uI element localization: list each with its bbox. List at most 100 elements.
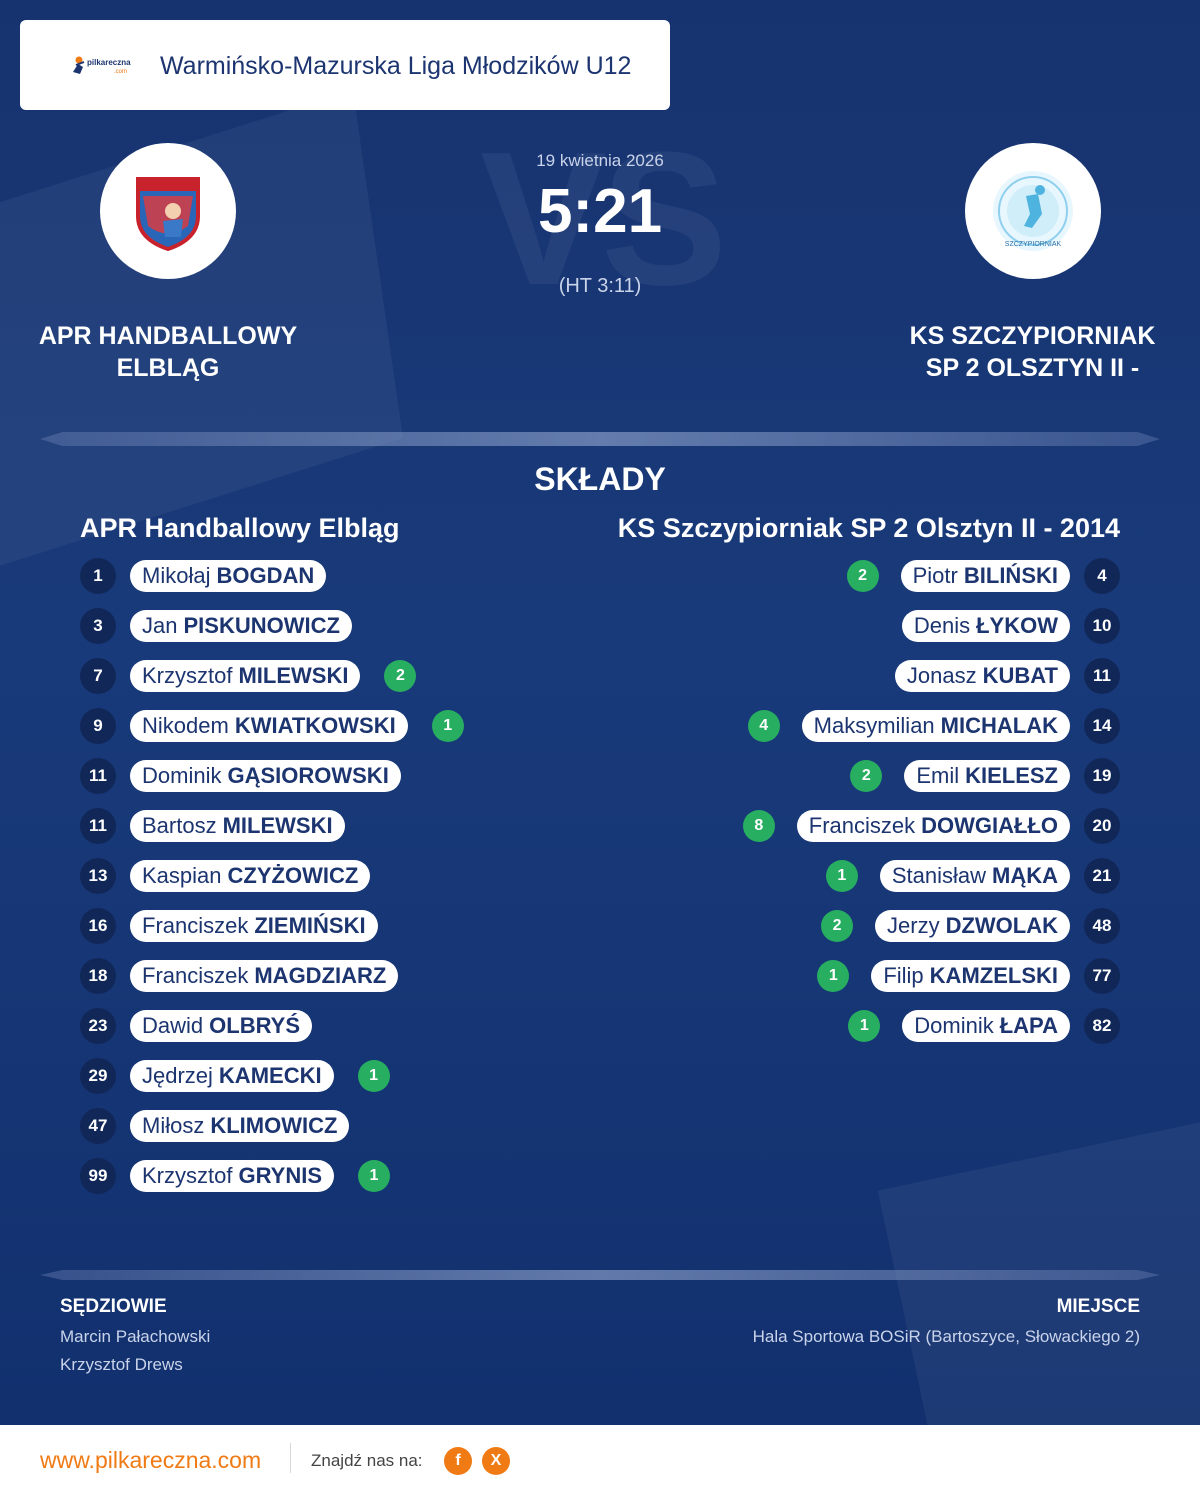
player-number: 48 <box>1084 908 1120 944</box>
x-icon[interactable]: X <box>482 1447 510 1475</box>
home-player-row: 18 Franciszek MAGDZIARZ <box>80 958 399 994</box>
league-title: Warmińsko-Mazurska Liga Młodzików U12 <box>160 52 632 80</box>
away-player-row: 20 Franciszek DOWGIAŁŁO 8 <box>742 808 1120 844</box>
home-player-row: 9 Nikodem KWIATKOWSKI 1 <box>80 708 464 744</box>
player-number: 77 <box>1084 958 1120 994</box>
player-name: Miłosz KLIMOWICZ <box>130 1110 350 1142</box>
home-lineup-title: APR Handballowy Elbląg <box>80 513 400 543</box>
player-first-name: Mikołaj <box>142 563 211 588</box>
home-player-row: 29 Jędrzej KAMECKI 1 <box>80 1058 390 1094</box>
player-last-name: KWIATKOWSKI <box>234 713 396 738</box>
player-first-name: Emil <box>916 763 960 788</box>
away-team-logo: SZCZYPIORNIAK <box>965 143 1101 279</box>
player-last-name: ŁYKOW <box>976 613 1058 638</box>
home-crest-icon <box>136 177 200 251</box>
facebook-icon[interactable]: f <box>444 1447 472 1475</box>
player-last-name: KAMZELSKI <box>929 963 1058 988</box>
player-number: 21 <box>1084 858 1120 894</box>
home-player-row: 13 Kaspian CZYŻOWICZ <box>80 858 371 894</box>
player-name: Filip KAMZELSKI <box>871 960 1070 992</box>
player-first-name: Denis <box>913 613 971 638</box>
player-last-name: DZWOLAK <box>945 913 1058 938</box>
player-last-name: KIELESZ <box>965 763 1058 788</box>
player-name: Krzysztof GRYNIS <box>130 1160 334 1192</box>
player-last-name: ZIEMIŃSKI <box>254 913 366 938</box>
home-team-logo <box>100 143 236 279</box>
player-name: Franciszek ZIEMIŃSKI <box>130 910 378 942</box>
player-first-name: Dominik <box>142 763 222 788</box>
svg-text:pilkareczna: pilkareczna <box>87 58 131 67</box>
away-team-name: KS SZCZYPIORNIAK SP 2 OLSZTYN II - <box>880 320 1185 384</box>
player-name: Denis ŁYKOW <box>901 610 1070 642</box>
player-name: Dominik ŁAPA <box>902 1010 1070 1042</box>
player-name: Jonasz KUBAT <box>894 660 1070 692</box>
divider <box>40 1270 1160 1280</box>
player-name: Dominik GĄSIOROWSKI <box>130 760 401 792</box>
away-player-row: 82 Dominik ŁAPA 1 <box>848 1008 1120 1044</box>
player-last-name: MAGDZIARZ <box>254 963 387 988</box>
home-player-row: 16 Franciszek ZIEMIŃSKI <box>80 908 378 944</box>
player-first-name: Jerzy <box>887 913 940 938</box>
away-team-name-line2: SP 2 OLSZTYN II - <box>925 354 1140 382</box>
home-player-row: 47 Miłosz KLIMOWICZ <box>80 1108 350 1144</box>
svg-text:.com: .com <box>114 69 127 75</box>
pilkareczna-logo: pilkareczna .com <box>73 56 131 75</box>
goals-badge: 1 <box>848 1010 881 1042</box>
player-name: Dawid OLBRYŚ <box>130 1010 312 1042</box>
player-last-name: OLBRYŚ <box>209 1013 300 1038</box>
player-name: Kaspian CZYŻOWICZ <box>130 860 371 892</box>
player-last-name: BOGDAN <box>216 563 315 588</box>
away-player-row: 14 Maksymilian MICHALAK 4 <box>747 708 1120 744</box>
halftime-score: (HT 3:11) <box>558 275 642 297</box>
player-first-name: Franciszek <box>808 813 916 838</box>
player-number: 23 <box>80 1008 116 1044</box>
home-team-name-line1: APR HANDBALLOWY <box>38 322 298 350</box>
player-number: 9 <box>80 708 116 744</box>
goals-badge: 2 <box>846 560 879 592</box>
player-last-name: MĄKA <box>992 863 1058 888</box>
player-number: 11 <box>80 758 116 794</box>
goals-badge: 2 <box>821 910 854 942</box>
player-number: 11 <box>1084 658 1120 694</box>
player-first-name: Jonasz <box>906 663 977 688</box>
player-first-name: Franciszek <box>142 913 249 938</box>
player-number: 14 <box>1084 708 1120 744</box>
footer-separator <box>290 1443 291 1473</box>
away-player-row: 10 Denis ŁYKOW <box>901 608 1120 644</box>
goals-badge: 1 <box>431 710 464 742</box>
player-number: 4 <box>1084 558 1120 594</box>
footer: www.pilkareczna.com Znajdź nas na: f X <box>0 1425 1200 1496</box>
website-link[interactable]: www.pilkareczna.com <box>40 1447 262 1473</box>
away-player-row: 77 Filip KAMZELSKI 1 <box>817 958 1120 994</box>
player-name: Franciszek DOWGIAŁŁO <box>796 810 1070 842</box>
player-number: 19 <box>1084 758 1120 794</box>
player-last-name: MILEWSKI <box>238 663 349 688</box>
lineups-title: SKŁADY <box>534 461 666 497</box>
home-team-name-line2: ELBLĄG <box>116 354 220 382</box>
home-team-name: APR HANDBALLOWY ELBLĄG <box>20 320 316 384</box>
svg-text:SZCZYPIORNIAK: SZCZYPIORNIAK <box>1005 241 1062 248</box>
player-number: 3 <box>80 608 116 644</box>
player-first-name: Piotr <box>912 563 958 588</box>
away-crest-icon: SZCZYPIORNIAK <box>993 171 1073 251</box>
goals-badge: 2 <box>850 760 883 792</box>
venue-text: Hala Sportowa BOSiR (Bartoszyce, Słowack… <box>752 1327 1140 1346</box>
match-score: 5:21 <box>537 177 663 246</box>
player-name: Emil KIELESZ <box>904 760 1070 792</box>
player-number: 29 <box>80 1058 116 1094</box>
match-date: 19 kwietnia 2026 <box>536 151 664 170</box>
referees-label: SĘDZIOWIE <box>60 1296 167 1317</box>
away-lineup-title: KS Szczypiorniak SP 2 Olsztyn II - 2014 <box>617 513 1120 543</box>
player-last-name: DOWGIAŁŁO <box>921 813 1058 838</box>
player-name: Jędrzej KAMECKI <box>130 1060 334 1092</box>
player-first-name: Miłosz <box>142 1113 205 1138</box>
player-name: Franciszek MAGDZIARZ <box>130 960 399 992</box>
player-name: Stanisław MĄKA <box>879 860 1070 892</box>
player-first-name: Krzysztof <box>142 663 233 688</box>
player-name: Piotr BILIŃSKI <box>900 560 1070 592</box>
player-name: Nikodem KWIATKOWSKI <box>130 710 408 742</box>
player-number: 47 <box>80 1108 116 1144</box>
player-last-name: GRYNIS <box>238 1163 322 1188</box>
player-last-name: BILIŃSKI <box>963 563 1058 588</box>
goals-badge: 1 <box>817 960 850 992</box>
